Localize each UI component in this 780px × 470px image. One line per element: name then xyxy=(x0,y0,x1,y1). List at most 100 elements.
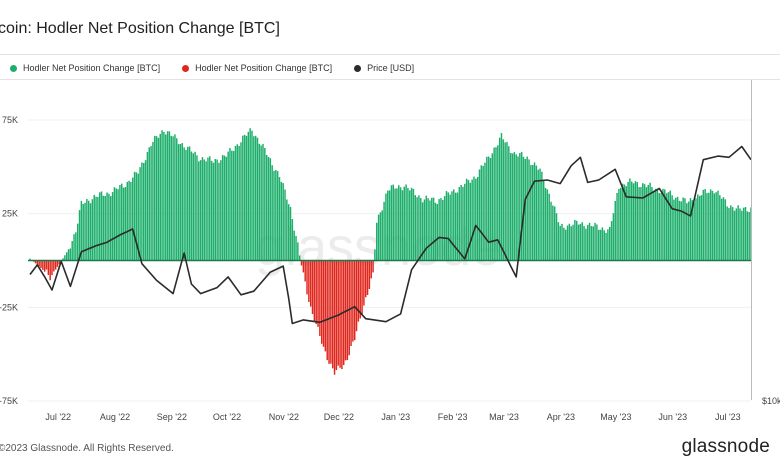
bar-positive xyxy=(465,178,468,261)
bar-positive xyxy=(634,181,637,261)
bars xyxy=(29,128,752,375)
bar-positive xyxy=(720,198,723,261)
bar-positive xyxy=(585,228,587,261)
bar-positive xyxy=(605,232,607,261)
chart-title: itcoin: Hodler Net Position Change [BTC] xyxy=(0,20,280,37)
bar-positive xyxy=(287,204,290,261)
bar-positive xyxy=(667,192,670,261)
x-tick-label: Dec '22 xyxy=(324,412,354,422)
x-tick-label: Sep '22 xyxy=(157,412,187,422)
bar-positive xyxy=(146,151,149,261)
bar-positive xyxy=(511,153,514,261)
legend-item-price[interactable]: Price [USD] xyxy=(354,63,414,73)
bar-positive xyxy=(526,156,528,261)
bar-positive xyxy=(664,189,666,261)
bar-negative xyxy=(302,260,305,273)
bar-positive xyxy=(722,197,725,261)
bar-positive xyxy=(489,158,492,261)
bar-positive xyxy=(431,197,433,261)
legend-swatch-green xyxy=(10,64,17,72)
bar-positive xyxy=(493,147,495,261)
bar-positive xyxy=(278,177,281,261)
bar-positive xyxy=(154,135,156,261)
bar-positive xyxy=(643,184,646,261)
bar-positive xyxy=(174,134,176,261)
legend-item-net-position-negative[interactable]: Hodler Net Position Change [BTC] xyxy=(182,63,332,73)
bar-positive xyxy=(183,147,185,261)
bar-negative xyxy=(311,260,314,315)
bar-positive xyxy=(500,133,503,261)
bar-positive xyxy=(724,199,727,261)
legend-label: Hodler Net Position Change [BTC] xyxy=(195,63,333,73)
bar-positive xyxy=(168,131,171,261)
bar-negative xyxy=(45,260,48,270)
bar-positive xyxy=(548,193,550,261)
bar-positive xyxy=(636,182,638,261)
legend-label: Hodler Net Position Change [BTC] xyxy=(23,63,161,73)
bar-positive xyxy=(148,147,150,261)
bar-positive xyxy=(86,199,88,261)
bar-negative xyxy=(36,260,39,265)
bar-positive xyxy=(223,155,226,261)
bar-positive xyxy=(216,159,218,261)
bar-positive xyxy=(295,235,297,261)
bar-positive xyxy=(185,149,187,261)
bar-positive xyxy=(616,192,618,261)
bar-positive xyxy=(95,196,97,261)
bar-positive xyxy=(106,192,108,261)
bar-positive xyxy=(379,212,382,261)
bar-positive xyxy=(115,188,117,261)
bar-positive xyxy=(640,187,642,261)
bar-positive xyxy=(555,213,558,261)
y-tick-label: 25K xyxy=(2,209,18,219)
bar-positive xyxy=(583,226,585,261)
bar-positive xyxy=(275,170,277,261)
bar-positive xyxy=(135,172,138,261)
bar-positive xyxy=(557,222,560,261)
legend-swatch-red xyxy=(182,64,190,72)
bar-positive xyxy=(407,188,409,261)
bar-positive xyxy=(205,161,207,261)
bar-negative xyxy=(370,260,372,279)
title-divider xyxy=(0,54,780,55)
bar-positive xyxy=(445,191,448,261)
bar-positive xyxy=(733,210,736,261)
x-tick-label: Nov '22 xyxy=(269,412,299,422)
bar-positive xyxy=(62,258,64,261)
bar-positive xyxy=(654,188,657,261)
bar-positive xyxy=(282,183,284,261)
bar-positive xyxy=(478,169,481,261)
bar-positive xyxy=(421,202,424,261)
bar-negative xyxy=(51,260,53,276)
bar-negative xyxy=(344,260,347,361)
bar-positive xyxy=(550,201,552,261)
bar-positive xyxy=(601,227,604,261)
bar-positive xyxy=(416,197,418,261)
legend-label: Price [USD] xyxy=(367,63,415,73)
glassnode-logo: glassnode xyxy=(681,436,770,457)
bar-positive xyxy=(715,192,717,261)
bar-positive xyxy=(632,183,635,261)
bar-negative xyxy=(333,260,336,375)
bar-positive xyxy=(588,222,591,261)
bar-positive xyxy=(519,152,521,261)
bar-positive xyxy=(166,131,169,261)
bar-positive xyxy=(653,190,655,261)
bar-positive xyxy=(297,242,299,261)
bar-positive xyxy=(497,145,499,261)
bar-positive xyxy=(686,203,688,261)
bar-positive xyxy=(383,201,385,261)
bar-positive xyxy=(649,182,651,261)
bar-positive xyxy=(564,229,567,261)
bar-positive xyxy=(423,199,426,261)
bar-positive xyxy=(561,223,563,261)
bar-positive xyxy=(170,135,172,261)
legend-item-net-position-positive[interactable]: Hodler Net Position Change [BTC] xyxy=(10,63,160,73)
bar-positive xyxy=(456,192,459,261)
bar-positive xyxy=(139,167,141,261)
bar-positive xyxy=(273,170,275,261)
y-axis-left: 75K 25K -25K -75K xyxy=(0,115,18,406)
x-tick-label: Aug '22 xyxy=(100,412,130,422)
bar-positive xyxy=(260,145,262,261)
bar-positive xyxy=(623,184,626,261)
